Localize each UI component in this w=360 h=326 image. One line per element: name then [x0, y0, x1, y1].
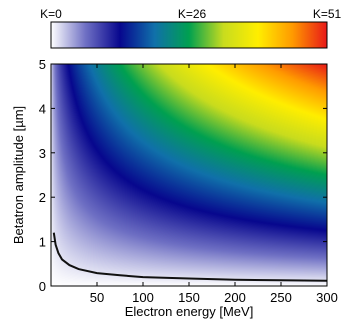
heatmap-plot: 50 100 150 200 250 300 0 1 2 3 4 5 — [39, 57, 338, 305]
colorbar-strip — [50, 21, 328, 49]
x-axis-ticks: 50 100 150 200 250 300 — [90, 64, 338, 305]
y-tick-label: 1 — [39, 235, 46, 250]
y-axis-label: Betatron amplitude [µm] — [11, 106, 26, 244]
y-axis-ticks: 0 1 2 3 4 5 — [39, 57, 327, 294]
y-tick-label: 2 — [39, 190, 46, 205]
contour-line — [52, 232, 328, 282]
colorbar-label-mid: K=26 — [178, 7, 207, 21]
x-tick-label: 200 — [224, 290, 246, 305]
x-tick-label: 150 — [178, 290, 200, 305]
x-tick-label: 100 — [132, 290, 154, 305]
heatmap-image — [51, 64, 327, 286]
colorbar: K=0 K=26 K=51 — [40, 7, 342, 49]
colorbar-label-max: K=51 — [313, 7, 342, 21]
y-tick-label: 4 — [39, 101, 46, 116]
x-tick-label: 300 — [316, 290, 338, 305]
y-tick-label: 3 — [39, 146, 46, 161]
x-axis-label: Electron energy [MeV] — [125, 304, 254, 319]
y-tick-label: 5 — [39, 57, 46, 72]
x-tick-label: 50 — [90, 290, 104, 305]
y-tick-label: 0 — [39, 279, 46, 294]
colorbar-label-min: K=0 — [40, 7, 62, 21]
x-tick-label: 250 — [270, 290, 292, 305]
